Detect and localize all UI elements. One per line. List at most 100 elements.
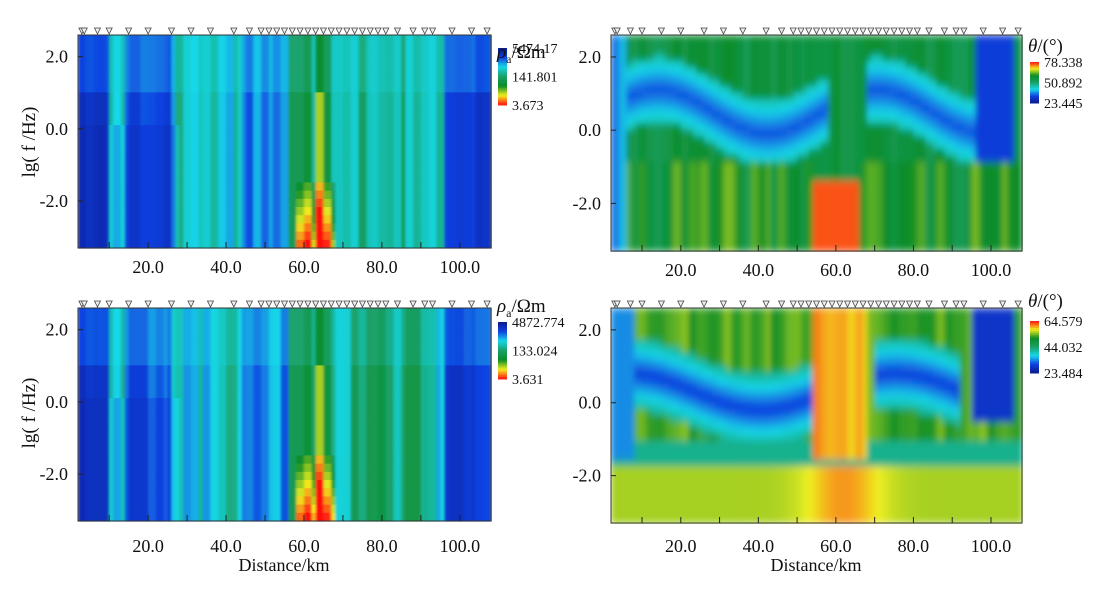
heatmap-cell [226, 157, 231, 167]
heatmap-cell [769, 200, 775, 208]
heatmap-cell [735, 111, 740, 119]
heatmap-cell [448, 223, 453, 233]
heatmap-cell [370, 166, 375, 175]
heatmap-cell [843, 244, 849, 252]
heatmap-cell [276, 207, 282, 216]
heatmap-cell [614, 219, 620, 227]
heatmap-cell [828, 143, 833, 150]
heatmap-cell [307, 157, 313, 167]
heatmap-cell [688, 111, 694, 119]
heatmap-cell [144, 84, 149, 93]
heatmap-cell [839, 60, 845, 68]
heatmap-cell [665, 225, 670, 233]
heatmap-cell [618, 219, 624, 227]
heatmap-cell [785, 238, 790, 246]
heatmap-cell [804, 143, 810, 150]
station-marker [448, 27, 456, 35]
heatmap-cell [773, 174, 779, 182]
heatmap-cell [773, 219, 779, 227]
heatmap-cell [366, 231, 371, 241]
heatmap-cell [268, 174, 274, 184]
heatmap-cell [124, 198, 130, 208]
heatmap-cell [653, 155, 659, 163]
heatmap-cell [420, 67, 426, 77]
heatmap-cell [727, 225, 732, 233]
heatmap-cell [665, 136, 670, 144]
heatmap-cell [116, 182, 122, 192]
heatmap-cell [303, 157, 309, 167]
heatmap-cell [381, 125, 387, 134]
heatmap-cell [758, 92, 763, 100]
heatmap-cell [190, 67, 196, 77]
heatmap-cell [440, 43, 445, 52]
heatmap-cell [626, 162, 631, 170]
heatmap-cell [385, 198, 391, 208]
heatmap-cell [835, 238, 841, 246]
heatmap-cell [719, 60, 725, 68]
heatmap-cell [645, 187, 651, 195]
heatmap-cell [611, 66, 616, 74]
heatmap-cell [769, 136, 775, 144]
heatmap-cell [81, 92, 87, 102]
heatmap-cell [432, 35, 438, 44]
heatmap-cell [475, 141, 480, 151]
heatmap-cell [116, 84, 122, 93]
heatmap-cell [97, 174, 102, 184]
heatmap-cell [401, 157, 406, 167]
heatmap-cell [335, 35, 340, 44]
heatmap-cell [471, 67, 477, 77]
heatmap-cell [416, 215, 422, 225]
heatmap-cell [187, 174, 192, 184]
heatmap-cell [378, 108, 383, 118]
heatmap-cell [804, 149, 810, 157]
heatmap-cell [626, 149, 631, 157]
heatmap-cell [649, 225, 655, 233]
heatmap-cell [113, 141, 118, 151]
heatmap-cell [483, 207, 488, 216]
station-marker [428, 27, 437, 35]
heatmap-cell [676, 60, 682, 68]
heatmap-cell [800, 117, 806, 125]
heatmap-cell [292, 92, 297, 102]
heatmap-cell [692, 174, 697, 182]
heatmap-cell [81, 116, 87, 126]
heatmap-cell [198, 43, 204, 52]
heatmap-cell [335, 223, 340, 233]
heatmap-cell [777, 66, 783, 74]
heatmap-cell [680, 79, 686, 87]
heatmap-cell [487, 108, 492, 118]
heatmap-cell [378, 215, 383, 225]
heatmap-cell [700, 92, 705, 100]
heatmap-cell [339, 182, 344, 192]
heatmap-cell [163, 182, 169, 192]
heatmap-cell [428, 35, 434, 44]
heatmap-cell [735, 35, 740, 42]
heatmap-cell [440, 108, 445, 118]
heatmap-cell [362, 182, 367, 192]
heatmap-cell [249, 190, 254, 200]
heatmap-cell [471, 59, 477, 69]
heatmap-cell [789, 181, 794, 189]
heatmap-cell [233, 116, 239, 126]
heatmap-cell [816, 73, 821, 81]
heatmap-cell [824, 73, 829, 81]
heatmap-cell [331, 84, 336, 93]
heatmap-cell [276, 108, 282, 118]
heatmap-cell [692, 123, 697, 131]
heatmap-cell [634, 130, 639, 138]
heatmap-cell [292, 116, 297, 126]
heatmap-cell [385, 215, 391, 225]
heatmap-cell [797, 155, 802, 163]
heatmap-cell [218, 174, 223, 184]
station-marker [93, 27, 102, 35]
heatmap-cell [455, 174, 461, 184]
heatmap-cell [261, 108, 266, 118]
heatmap-cell [89, 125, 95, 134]
heatmap-cell [261, 59, 266, 69]
heatmap-cell [241, 231, 247, 241]
heatmap-cell [101, 207, 106, 216]
heatmap-cell [684, 174, 690, 182]
heatmap-cell [781, 187, 787, 195]
heatmap-cell [393, 207, 399, 216]
heatmap-cell [618, 136, 624, 144]
